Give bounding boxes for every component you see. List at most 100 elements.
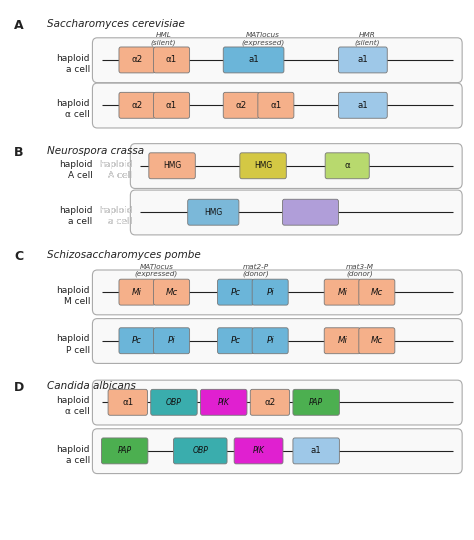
Text: haploid
α cell: haploid α cell <box>56 99 90 119</box>
Text: Schizosaccharomyces pombe: Schizosaccharomyces pombe <box>47 250 201 260</box>
FancyBboxPatch shape <box>154 328 190 354</box>
FancyBboxPatch shape <box>338 47 387 73</box>
Text: PAP: PAP <box>118 447 132 455</box>
Text: haploid
A cell: haploid A cell <box>59 159 92 180</box>
FancyBboxPatch shape <box>252 279 288 305</box>
Text: Candida albicans: Candida albicans <box>47 381 137 391</box>
Text: OBP: OBP <box>192 447 208 455</box>
FancyBboxPatch shape <box>359 279 395 305</box>
FancyBboxPatch shape <box>188 199 239 225</box>
FancyBboxPatch shape <box>293 389 339 415</box>
Text: Mc: Mc <box>371 288 383 296</box>
Text: a1: a1 <box>357 56 368 64</box>
Text: haploid
P cell: haploid P cell <box>56 334 90 355</box>
Text: α1: α1 <box>270 101 282 110</box>
Text: α2: α2 <box>236 101 247 110</box>
FancyBboxPatch shape <box>119 328 155 354</box>
Text: haploid
a cell: haploid a cell <box>59 206 92 226</box>
FancyBboxPatch shape <box>119 92 155 118</box>
FancyBboxPatch shape <box>154 92 190 118</box>
FancyBboxPatch shape <box>173 438 227 464</box>
Text: D: D <box>14 381 25 394</box>
Text: MATlocus
(expressed): MATlocus (expressed) <box>135 264 178 277</box>
Text: Saccharomyces cerevisiae: Saccharomyces cerevisiae <box>47 19 185 29</box>
Text: a1: a1 <box>248 56 259 64</box>
FancyBboxPatch shape <box>101 438 148 464</box>
Text: α1: α1 <box>166 101 177 110</box>
FancyBboxPatch shape <box>258 92 294 118</box>
FancyBboxPatch shape <box>240 153 286 179</box>
FancyBboxPatch shape <box>154 279 190 305</box>
Text: Mi: Mi <box>337 336 347 345</box>
FancyBboxPatch shape <box>324 279 360 305</box>
FancyBboxPatch shape <box>92 380 462 425</box>
Text: haploid
a cell: haploid a cell <box>56 444 90 465</box>
Text: α1: α1 <box>166 56 177 64</box>
Text: haploid
a cell: haploid a cell <box>99 206 133 226</box>
Text: Pc: Pc <box>230 288 241 296</box>
FancyBboxPatch shape <box>218 279 254 305</box>
Text: Pi: Pi <box>266 288 274 296</box>
Text: PAP: PAP <box>309 398 323 407</box>
Text: Mi: Mi <box>132 288 142 296</box>
Text: haploid
a cell: haploid a cell <box>56 53 90 74</box>
FancyBboxPatch shape <box>92 429 462 474</box>
Text: α2: α2 <box>131 101 143 110</box>
FancyBboxPatch shape <box>223 47 284 73</box>
Text: haploid
a cell: haploid a cell <box>99 206 133 226</box>
FancyBboxPatch shape <box>293 438 339 464</box>
FancyBboxPatch shape <box>154 47 190 73</box>
Text: HML
(silent): HML (silent) <box>151 32 176 46</box>
Text: haploid
A cell: haploid A cell <box>99 159 133 180</box>
FancyBboxPatch shape <box>130 144 462 188</box>
Text: mat2-P
(donor): mat2-P (donor) <box>243 264 269 277</box>
Text: OBP: OBP <box>166 398 182 407</box>
FancyBboxPatch shape <box>119 47 155 73</box>
FancyBboxPatch shape <box>218 328 254 354</box>
FancyBboxPatch shape <box>92 270 462 315</box>
Text: C: C <box>14 250 23 263</box>
FancyBboxPatch shape <box>338 92 387 118</box>
FancyBboxPatch shape <box>359 328 395 354</box>
FancyBboxPatch shape <box>250 389 290 415</box>
Text: B: B <box>14 146 24 159</box>
FancyBboxPatch shape <box>223 92 259 118</box>
Text: haploid
A cell: haploid A cell <box>99 159 133 180</box>
FancyBboxPatch shape <box>92 38 462 83</box>
Text: α2: α2 <box>131 56 143 64</box>
FancyBboxPatch shape <box>252 328 288 354</box>
Text: Pi: Pi <box>168 336 175 345</box>
FancyBboxPatch shape <box>201 389 247 415</box>
FancyBboxPatch shape <box>283 199 338 225</box>
Text: Pi: Pi <box>266 336 274 345</box>
FancyBboxPatch shape <box>324 328 360 354</box>
Text: HMG: HMG <box>204 208 222 217</box>
FancyBboxPatch shape <box>325 153 369 179</box>
FancyBboxPatch shape <box>149 153 195 179</box>
Text: HMG: HMG <box>163 161 181 170</box>
FancyBboxPatch shape <box>130 190 462 235</box>
Text: mat3-M
(donor): mat3-M (donor) <box>346 264 374 277</box>
Text: PIK: PIK <box>253 447 264 455</box>
Text: HMG: HMG <box>254 161 272 170</box>
Text: α: α <box>344 161 350 170</box>
FancyBboxPatch shape <box>119 279 155 305</box>
Text: Pc: Pc <box>230 336 241 345</box>
Text: haploid
M cell: haploid M cell <box>56 286 90 306</box>
Text: Mc: Mc <box>165 288 178 296</box>
Text: haploid
α cell: haploid α cell <box>56 396 90 416</box>
Text: PIK: PIK <box>218 398 230 407</box>
FancyBboxPatch shape <box>92 83 462 128</box>
Text: a1: a1 <box>311 447 321 455</box>
Text: HMR
(silent): HMR (silent) <box>355 32 380 46</box>
Text: Neurospora crassa: Neurospora crassa <box>47 146 145 156</box>
FancyBboxPatch shape <box>151 389 197 415</box>
Text: A: A <box>14 19 24 32</box>
FancyBboxPatch shape <box>92 319 462 363</box>
Text: Pc: Pc <box>132 336 142 345</box>
Text: α2: α2 <box>264 398 275 407</box>
Text: α1: α1 <box>122 398 133 407</box>
FancyBboxPatch shape <box>234 438 283 464</box>
Text: a1: a1 <box>357 101 368 110</box>
Text: Mc: Mc <box>371 336 383 345</box>
